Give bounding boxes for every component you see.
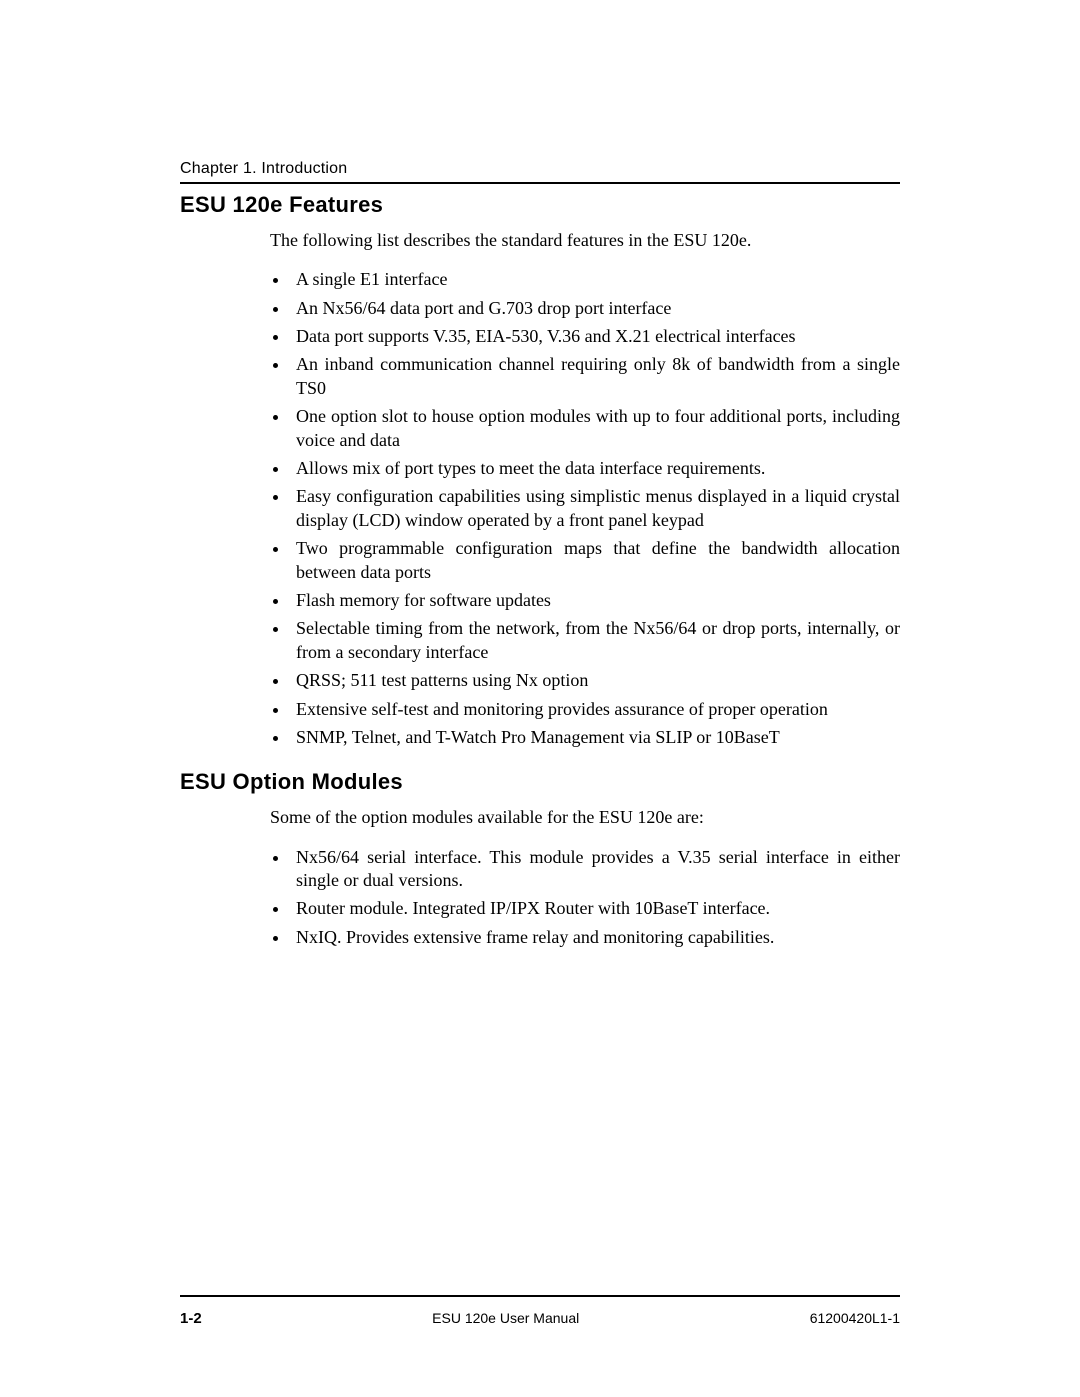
list-item: SNMP, Telnet, and T-Watch Pro Management… [290, 726, 900, 749]
features-intro: The following list describes the standar… [270, 228, 900, 252]
features-body: The following list describes the standar… [270, 228, 900, 749]
section-title-features: ESU 120e Features [180, 192, 900, 218]
modules-body: Some of the option modules available for… [270, 805, 900, 949]
list-item: Flash memory for software updates [290, 589, 900, 612]
page-footer: 1-2 ESU 120e User Manual 61200420L1-1 [180, 1310, 900, 1327]
list-item: QRSS; 511 test patterns using Nx option [290, 669, 900, 692]
list-item: One option slot to house option modules … [290, 405, 900, 452]
header-rule [180, 182, 900, 184]
page-number: 1-2 [180, 1310, 202, 1327]
page: Chapter 1. Introduction ESU 120e Feature… [0, 0, 1080, 1397]
list-item: An inband communication channel requirin… [290, 353, 900, 400]
list-item: Allows mix of port types to meet the dat… [290, 457, 900, 480]
list-item: Easy configuration capabilities using si… [290, 485, 900, 532]
footer-manual-title: ESU 120e User Manual [202, 1310, 810, 1326]
chapter-header: Chapter 1. Introduction [180, 160, 900, 178]
features-list: A single E1 interface An Nx56/64 data po… [270, 268, 900, 749]
footer-rule [180, 1295, 900, 1297]
section-title-modules: ESU Option Modules [180, 769, 900, 795]
footer-doc-number: 61200420L1-1 [810, 1310, 900, 1326]
list-item: NxIQ. Provides extensive frame relay and… [290, 926, 900, 949]
list-item: Router module. Integrated IP/IPX Router … [290, 897, 900, 920]
list-item: Nx56/64 serial interface. This module pr… [290, 846, 900, 893]
list-item: Two programmable configuration maps that… [290, 537, 900, 584]
list-item: Selectable timing from the network, from… [290, 617, 900, 664]
list-item: Extensive self-test and monitoring provi… [290, 698, 900, 721]
list-item: An Nx56/64 data port and G.703 drop port… [290, 297, 900, 320]
modules-list: Nx56/64 serial interface. This module pr… [270, 846, 900, 950]
list-item: Data port supports V.35, EIA-530, V.36 a… [290, 325, 900, 348]
list-item: A single E1 interface [290, 268, 900, 291]
modules-intro: Some of the option modules available for… [270, 805, 900, 829]
